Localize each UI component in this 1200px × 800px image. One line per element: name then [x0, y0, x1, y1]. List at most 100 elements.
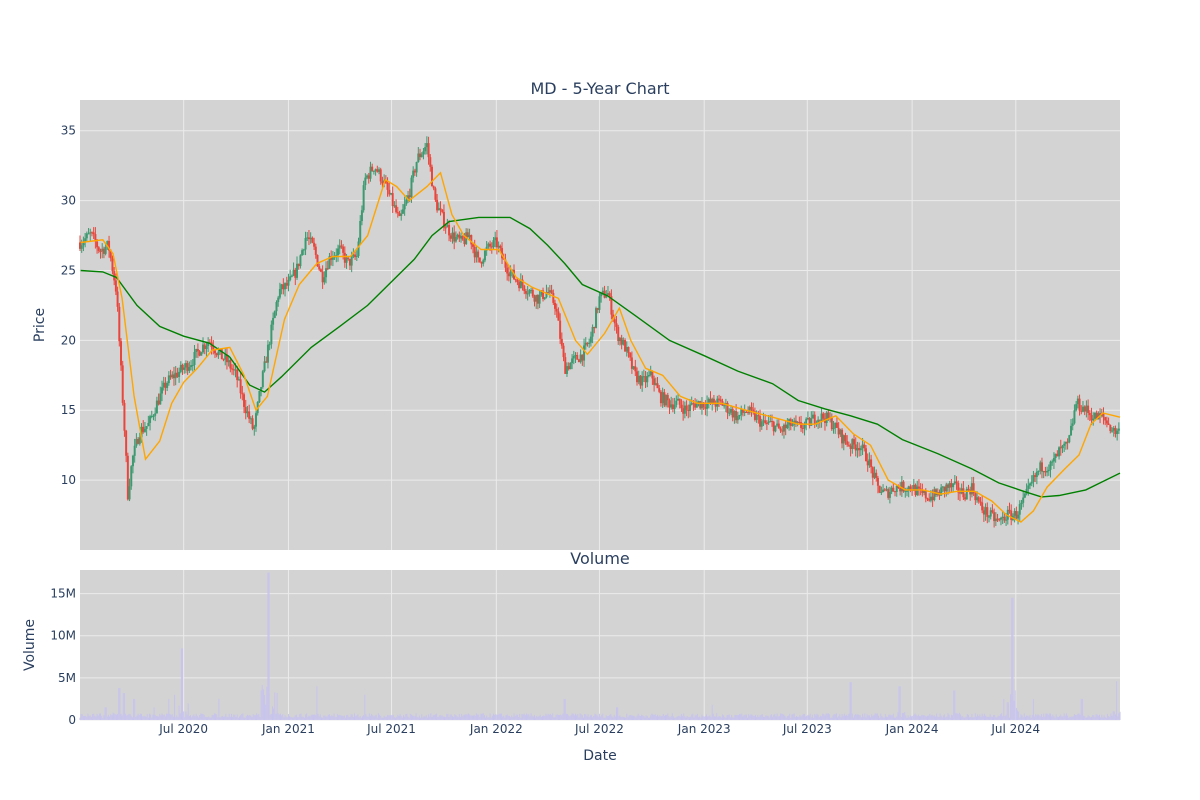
volume-bar — [103, 715, 105, 720]
volume-bar — [428, 714, 430, 720]
volume-bar — [967, 714, 969, 720]
volume-bar — [986, 716, 988, 720]
volume-bar — [606, 716, 608, 720]
volume-bar — [572, 713, 574, 720]
candle-body — [316, 254, 319, 267]
candle-body — [591, 327, 594, 337]
volume-bar — [197, 717, 199, 720]
volume-bar — [1095, 714, 1097, 720]
volume-bar — [86, 717, 88, 720]
candle-body — [658, 388, 661, 392]
volume-bar — [904, 711, 906, 720]
candle-body — [622, 340, 625, 345]
candle-body — [583, 345, 586, 361]
volume-bar — [505, 715, 507, 720]
volume-bar — [893, 717, 895, 720]
volume-bar — [543, 715, 545, 720]
candle-body — [331, 257, 334, 260]
volume-bar — [799, 714, 801, 720]
candle-body — [656, 383, 659, 389]
candle-body — [608, 293, 611, 297]
price-y-tick-label: 20 — [61, 333, 76, 347]
volume-bar — [1010, 694, 1012, 720]
candle-body — [483, 250, 486, 261]
volume-bar — [785, 717, 787, 720]
volume-bar — [438, 716, 440, 720]
volume-bar — [743, 714, 745, 720]
volume-bar — [186, 714, 188, 720]
volume-bar — [393, 717, 395, 720]
volume-bar — [154, 714, 156, 720]
candle-body — [912, 484, 915, 491]
candle-body — [196, 348, 199, 352]
candle-body — [871, 467, 874, 478]
candle-body — [125, 430, 128, 456]
volume-bar — [655, 716, 657, 720]
volume-bar — [150, 714, 152, 720]
candle-body — [856, 447, 859, 451]
candle-body — [1056, 453, 1059, 457]
candle-body — [470, 235, 473, 245]
volume-bar — [748, 714, 750, 720]
volume-bar — [1096, 714, 1098, 720]
volume-bar — [382, 717, 384, 720]
candle-body — [883, 489, 886, 491]
volume-bar — [575, 713, 577, 720]
volume-bar — [979, 714, 981, 720]
candle-body — [395, 205, 398, 213]
candle-body — [692, 403, 695, 405]
volume-bar — [917, 714, 919, 720]
volume-bar — [905, 715, 907, 720]
volume-bar — [1028, 716, 1030, 720]
candle-body — [687, 409, 690, 411]
candle-body — [888, 492, 891, 498]
volume-bar — [156, 716, 158, 720]
volume-bar — [434, 714, 436, 720]
candle-body — [130, 466, 133, 487]
volume-bar — [356, 715, 358, 720]
volume-bar — [324, 715, 326, 720]
volume-bar — [580, 714, 582, 720]
candle-body — [579, 354, 582, 363]
volume-bar — [712, 713, 714, 720]
volume-bar — [522, 714, 524, 720]
candle-body — [1083, 406, 1086, 412]
volume-bar — [490, 717, 492, 720]
volume-y-tick-label: 15M — [50, 587, 76, 601]
volume-bar — [609, 714, 611, 720]
candle-body — [191, 365, 194, 367]
volume-bar — [1013, 700, 1015, 720]
volume-bar — [185, 711, 187, 720]
volume-bar — [857, 714, 859, 720]
volume-bar — [114, 714, 116, 720]
candle-body — [564, 357, 567, 374]
volume-bar — [610, 714, 612, 720]
volume-bar — [408, 717, 410, 720]
candle-body — [991, 510, 994, 513]
candle-body — [747, 412, 750, 414]
volume-bar — [1112, 711, 1114, 720]
volume-bar — [221, 715, 223, 720]
candle-body — [565, 366, 568, 374]
candle-body — [326, 268, 329, 270]
volume-bar — [811, 714, 813, 720]
candle-body — [1047, 469, 1050, 472]
volume-bar — [160, 715, 162, 720]
candle-body — [1013, 511, 1016, 516]
candle-body — [617, 326, 620, 342]
volume-bar — [966, 713, 968, 720]
volume-bar — [1071, 716, 1073, 720]
candle-body — [1035, 471, 1038, 478]
candle-body — [328, 256, 331, 269]
volume-bar — [865, 717, 867, 720]
volume-bar — [306, 713, 308, 720]
volume-bar — [494, 714, 496, 720]
candle-body — [487, 243, 490, 247]
candle-body — [665, 395, 668, 406]
volume-bar — [519, 713, 521, 720]
candle-body — [779, 428, 782, 431]
volume-bar — [401, 717, 403, 720]
candle-body — [190, 365, 193, 368]
candle-body — [516, 280, 519, 283]
candle-body — [610, 296, 613, 315]
